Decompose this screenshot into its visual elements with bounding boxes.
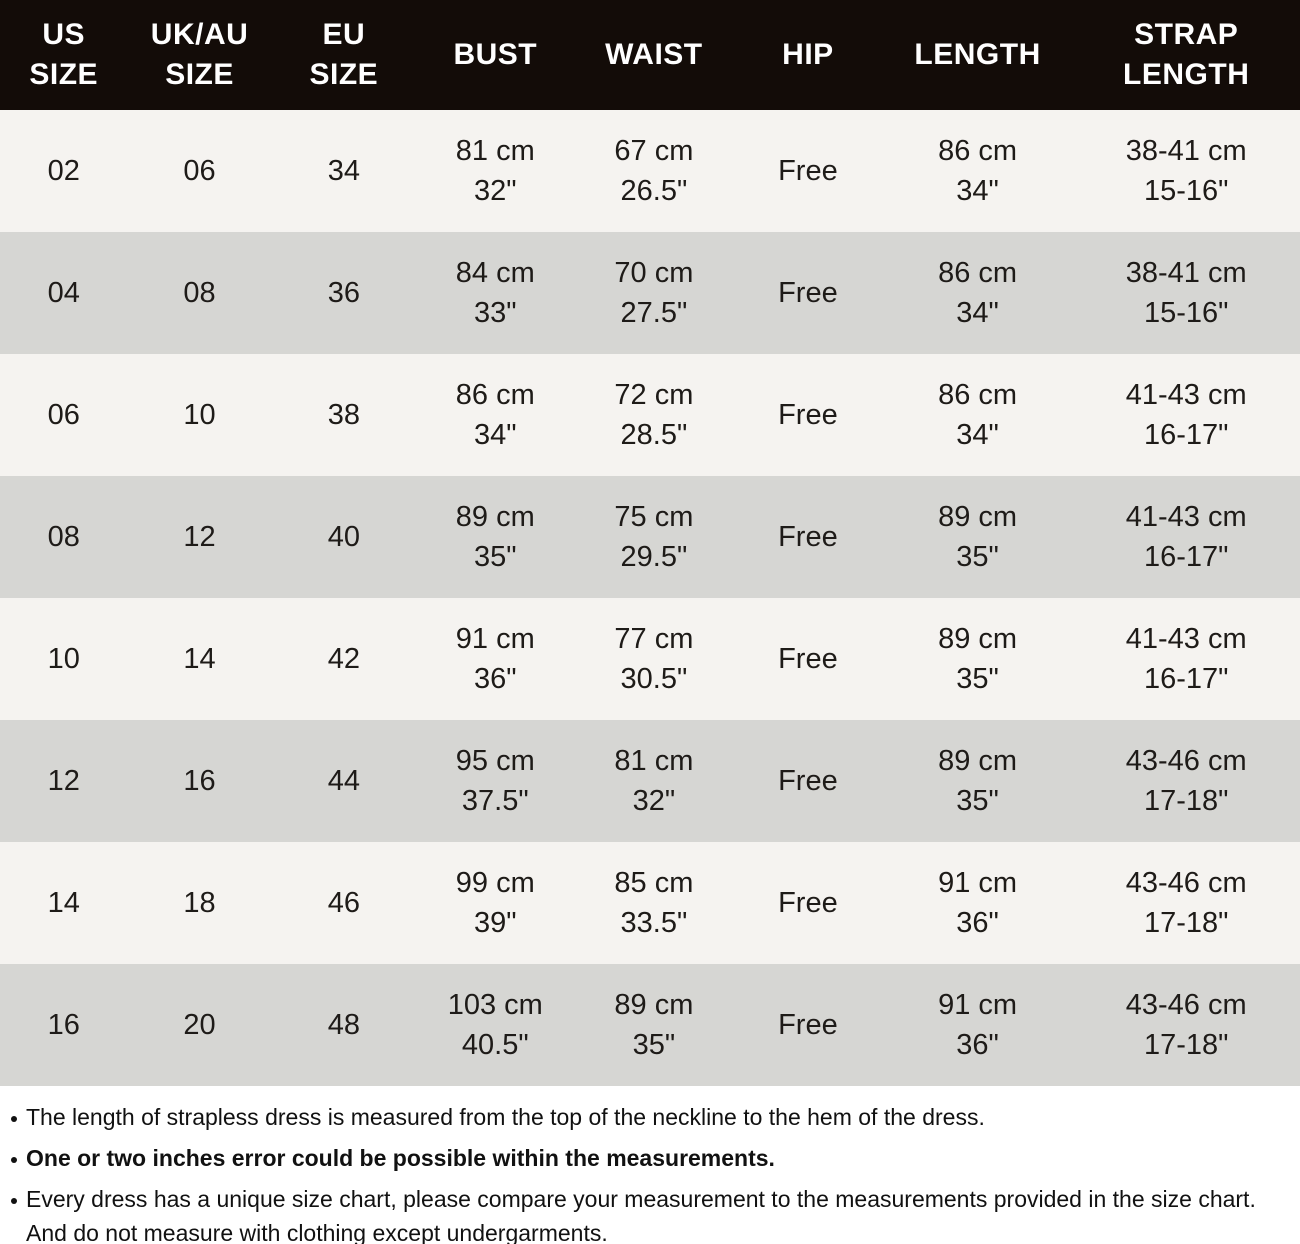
- cell-length: 86 cm 34": [938, 257, 1018, 329]
- cell-us: 12: [47, 765, 80, 797]
- note-text: The length of strapless dress is measure…: [26, 1104, 985, 1130]
- cell-waist: 70 cm 27.5": [614, 257, 694, 329]
- cell-strap: 41-43 cm 16-17": [1125, 379, 1247, 451]
- cell-strap: 43-46 cm 17-18": [1125, 745, 1247, 817]
- cell-hip: Free: [778, 521, 838, 553]
- cell-waist: 75 cm 29.5": [614, 501, 694, 573]
- column-header-hip: HIP: [782, 38, 834, 71]
- size-table: US SIZE UK/AU SIZE EU SIZE BUST WAIST HIP LENGTH S…: [0, 0, 1300, 1086]
- cell-ukau: 08: [183, 277, 216, 309]
- table-row: 14 18 46 99 cm 39" 85 cm 33.5" Free 91 cm 36" 43-4…: [0, 842, 1300, 964]
- cell-strap: 38-41 cm 15-16": [1125, 257, 1247, 329]
- cell-waist: 85 cm 33.5": [614, 867, 694, 939]
- cell-ukau: 10: [183, 399, 216, 431]
- cell-ukau: 06: [183, 155, 216, 187]
- cell-eu: 48: [327, 1009, 360, 1041]
- cell-waist: 67 cm 26.5": [614, 135, 694, 207]
- cell-us: 06: [47, 399, 80, 431]
- table-body: 02 06 34 81 cm 32" 67 cm 26.5" Free 86 cm 34" 38-4…: [0, 110, 1300, 1086]
- cell-us: 02: [47, 155, 80, 187]
- cell-strap: 38-41 cm 15-16": [1125, 135, 1247, 207]
- cell-hip: Free: [778, 765, 838, 797]
- cell-us: 04: [47, 277, 80, 309]
- cell-bust: 99 cm 39": [455, 867, 535, 939]
- cell-length: 91 cm 36": [938, 989, 1018, 1061]
- cell-hip: Free: [778, 399, 838, 431]
- cell-ukau: 16: [183, 765, 216, 797]
- cell-bust: 86 cm 34": [455, 379, 535, 451]
- table-row: 10 14 42 91 cm 36" 77 cm 30.5" Free 89 cm 35" 41-4…: [0, 598, 1300, 720]
- note-item: Every dress has a unique size chart, ple…: [8, 1182, 1290, 1244]
- column-header-length: LENGTH: [914, 38, 1041, 71]
- cell-waist: 81 cm 32": [614, 745, 694, 817]
- column-header-strap: STRAP LENGTH: [1123, 18, 1250, 91]
- cell-strap: 43-46 cm 17-18": [1125, 989, 1247, 1061]
- cell-eu: 36: [327, 277, 360, 309]
- cell-eu: 34: [327, 155, 360, 187]
- cell-length: 89 cm 35": [938, 623, 1018, 695]
- cell-bust: 81 cm 32": [455, 135, 535, 207]
- cell-hip: Free: [778, 277, 838, 309]
- table-row: 02 06 34 81 cm 32" 67 cm 26.5" Free 86 cm 34" 38-4…: [0, 110, 1300, 232]
- cell-length: 89 cm 35": [938, 501, 1018, 573]
- column-header-bust: BUST: [453, 38, 538, 71]
- cell-ukau: 14: [183, 643, 216, 675]
- table-row: 08 12 40 89 cm 35" 75 cm 29.5" Free 89 cm 35" 41-4…: [0, 476, 1300, 598]
- cell-length: 89 cm 35": [938, 745, 1018, 817]
- note-text: One or two inches error could be possibl…: [26, 1145, 775, 1171]
- cell-strap: 41-43 cm 16-17": [1125, 623, 1247, 695]
- note-item: One or two inches error could be possibl…: [8, 1141, 1290, 1175]
- table-row: 06 10 38 86 cm 34" 72 cm 28.5" Free 86 cm 34" 41-4…: [0, 354, 1300, 476]
- cell-bust: 95 cm 37.5": [455, 745, 535, 817]
- notes-list: The length of strapless dress is measure…: [0, 1086, 1300, 1244]
- cell-eu: 38: [327, 399, 360, 431]
- bullet-dot: [11, 1116, 17, 1122]
- cell-bust: 103 cm 40.5": [447, 989, 543, 1061]
- cell-bust: 84 cm 33": [455, 257, 535, 329]
- cell-eu: 40: [327, 521, 360, 553]
- cell-us: 08: [47, 521, 80, 553]
- column-header-eu: EU SIZE: [309, 18, 379, 91]
- cell-ukau: 20: [183, 1009, 216, 1041]
- bullet-dot: [11, 1157, 17, 1163]
- cell-ukau: 18: [183, 887, 216, 919]
- column-header-waist: WAIST: [605, 38, 703, 71]
- bullet-dot: [11, 1198, 17, 1204]
- cell-us: 16: [47, 1009, 80, 1041]
- cell-strap: 41-43 cm 16-17": [1125, 501, 1247, 573]
- cell-eu: 46: [327, 887, 360, 919]
- note-text: Every dress has a unique size chart, ple…: [26, 1186, 1256, 1244]
- table-row: 16 20 48 103 cm 40.5" 89 cm 35" Free 91 cm 36" 43-…: [0, 964, 1300, 1086]
- cell-waist: 72 cm 28.5": [614, 379, 694, 451]
- cell-length: 86 cm 34": [938, 135, 1018, 207]
- cell-us: 14: [47, 887, 80, 919]
- column-header-ukau: UK/AU SIZE: [150, 18, 249, 91]
- cell-strap: 43-46 cm 17-18": [1125, 867, 1247, 939]
- cell-hip: Free: [778, 155, 838, 187]
- table-row: 04 08 36 84 cm 33" 70 cm 27.5" Free 86 cm 34" 38-4…: [0, 232, 1300, 354]
- cell-length: 91 cm 36": [938, 867, 1018, 939]
- cell-waist: 89 cm 35": [614, 989, 694, 1061]
- table-row: 12 16 44 95 cm 37.5" 81 cm 32" Free 89 cm 35" 43-4…: [0, 720, 1300, 842]
- cell-waist: 77 cm 30.5": [614, 623, 694, 695]
- cell-eu: 44: [327, 765, 360, 797]
- cell-hip: Free: [778, 887, 838, 919]
- cell-hip: Free: [778, 643, 838, 675]
- cell-length: 86 cm 34": [938, 379, 1018, 451]
- cell-ukau: 12: [183, 521, 216, 553]
- cell-bust: 91 cm 36": [455, 623, 535, 695]
- cell-hip: Free: [778, 1009, 838, 1041]
- cell-bust: 89 cm 35": [455, 501, 535, 573]
- column-header-us: US SIZE: [29, 18, 99, 91]
- table-header-row: US SIZE UK/AU SIZE EU SIZE BUST WAIST HIP LENGTH S…: [0, 0, 1300, 110]
- cell-eu: 42: [327, 643, 360, 675]
- cell-us: 10: [47, 643, 80, 675]
- note-item: The length of strapless dress is measure…: [8, 1100, 1290, 1134]
